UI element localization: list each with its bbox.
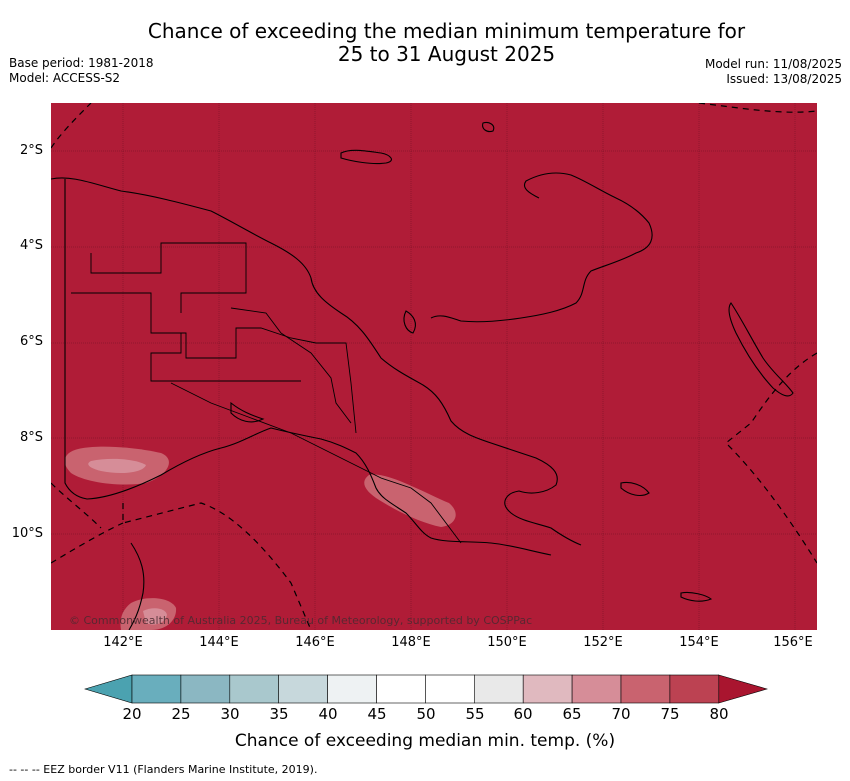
map-area [51,103,817,630]
map-title: Chance of exceeding the median minimum t… [0,20,850,66]
colorbar-segment [229,674,280,704]
colorbar-segment [131,674,182,704]
issued-date: Issued: 13/08/2025 [726,72,842,86]
y-tick-4s: 4°S [19,238,43,253]
copyright-notice: © Commonwealth of Australia 2025, Bureau… [69,614,533,627]
colorbar-extend-high [718,674,768,704]
model-run: Model run: 11/08/2025 [704,57,842,71]
map-title-line1: Chance of exceeding the median minimum t… [147,19,746,43]
colorbar-label-30: 30 [220,705,240,723]
colorbar-segment [425,674,475,704]
x-tick-154e: 154°E [679,635,719,650]
y-tick-2s: 2°S [19,143,43,158]
map-canvas [51,103,817,630]
x-tick-156e: 156°E [773,635,813,650]
coastlines [51,121,794,630]
colorbar-label-65: 65 [562,705,582,723]
colorbar-label-50: 50 [416,705,436,723]
colorbar-label-75: 75 [660,705,680,723]
base-period: Base period: 1981-2018 [9,56,154,70]
colorbar-segment [620,674,671,704]
gridlines [51,103,817,630]
eez-footnote: -- -- -- EEZ border V11 (Flanders Marine… [9,763,318,776]
colorbar-label-55: 55 [465,705,485,723]
x-tick-142e: 142°E [103,635,143,650]
y-tick-6s: 6°S [19,334,43,349]
x-tick-146e: 146°E [295,635,335,650]
colorbar-label-60: 60 [513,705,533,723]
colorbar-segment [180,674,231,704]
colorbar-label-35: 35 [269,705,289,723]
colorbar-label-70: 70 [611,705,631,723]
colorbar-segment [376,674,426,704]
model-name: Model: ACCESS-S2 [9,71,121,85]
y-tick-8s: 8°S [19,430,43,445]
y-tick-10s: 10°S [11,526,43,541]
colorbar-segment [522,674,573,704]
colorbar-label-20: 20 [122,705,142,723]
map-background [51,103,817,630]
colorbar-segment [327,674,377,704]
colorbar-title: Chance of exceeding median min. temp. (%… [234,731,616,751]
colorbar [84,674,768,704]
x-tick-150e: 150°E [487,635,527,650]
probability-patches [64,446,456,630]
x-tick-144e: 144°E [199,635,239,650]
meta-right: Model run: 11/08/2025 Issued: 13/08/2025 [705,57,842,87]
colorbar-label-25: 25 [171,705,191,723]
colorbar-label-40: 40 [318,705,338,723]
colorbar-extend-low [84,674,133,704]
eez-borders [51,103,817,630]
colorbar-label-45: 45 [367,705,387,723]
x-tick-148e: 148°E [391,635,431,650]
colorbar-segment [278,674,328,704]
colorbar-segment [571,674,622,704]
colorbar-segment [669,674,720,704]
map-title-line2: 25 to 31 August 2025 [337,42,556,66]
meta-left: Base period: 1981-2018 Model: ACCESS-S2 [9,56,154,86]
colorbar-segment [473,674,524,704]
colorbar-label-80: 80 [709,705,729,723]
x-tick-152e: 152°E [583,635,623,650]
internal-borders [71,242,462,544]
